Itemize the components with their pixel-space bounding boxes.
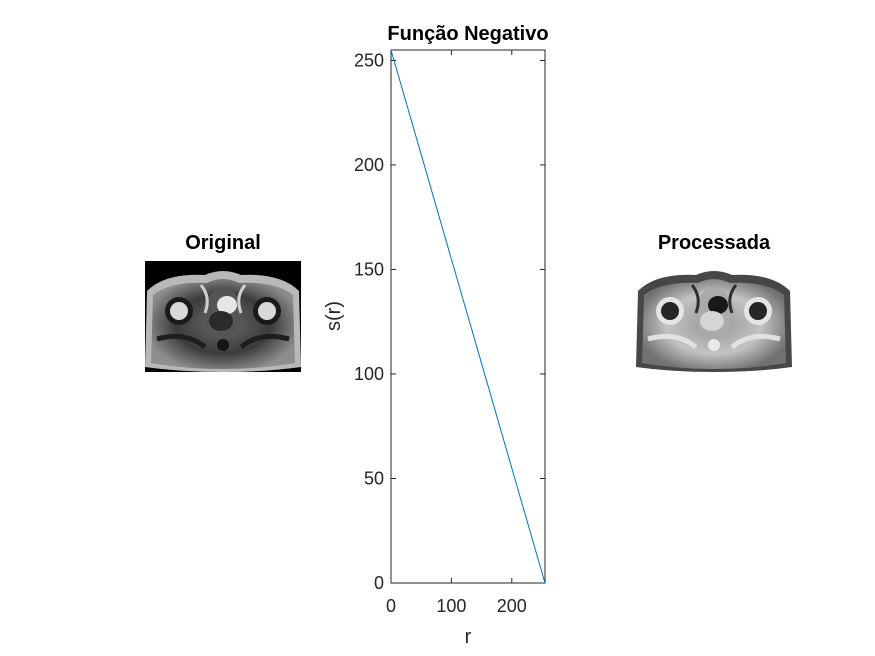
x-tick-label: 0 [386,596,396,616]
y-tick-label: 200 [354,155,384,175]
negative-function-line [390,49,546,584]
y-tick-label: 100 [354,364,384,384]
original-image [145,261,301,372]
y-tick-label: 50 [364,468,384,488]
chart-title: Função Negativo [387,23,548,45]
y-tick-label: 250 [354,50,384,70]
y-axis-label: s(r) [323,301,345,331]
y-tick-label: 150 [354,259,384,279]
processed-title: Processada [657,232,771,254]
x-axis-label: r [465,626,472,648]
y-tick-label: 0 [374,573,384,593]
x-tick-label: 100 [436,596,466,616]
processed-image [636,261,792,372]
original-title: Original [185,232,261,254]
x-tick-label: 200 [497,596,527,616]
